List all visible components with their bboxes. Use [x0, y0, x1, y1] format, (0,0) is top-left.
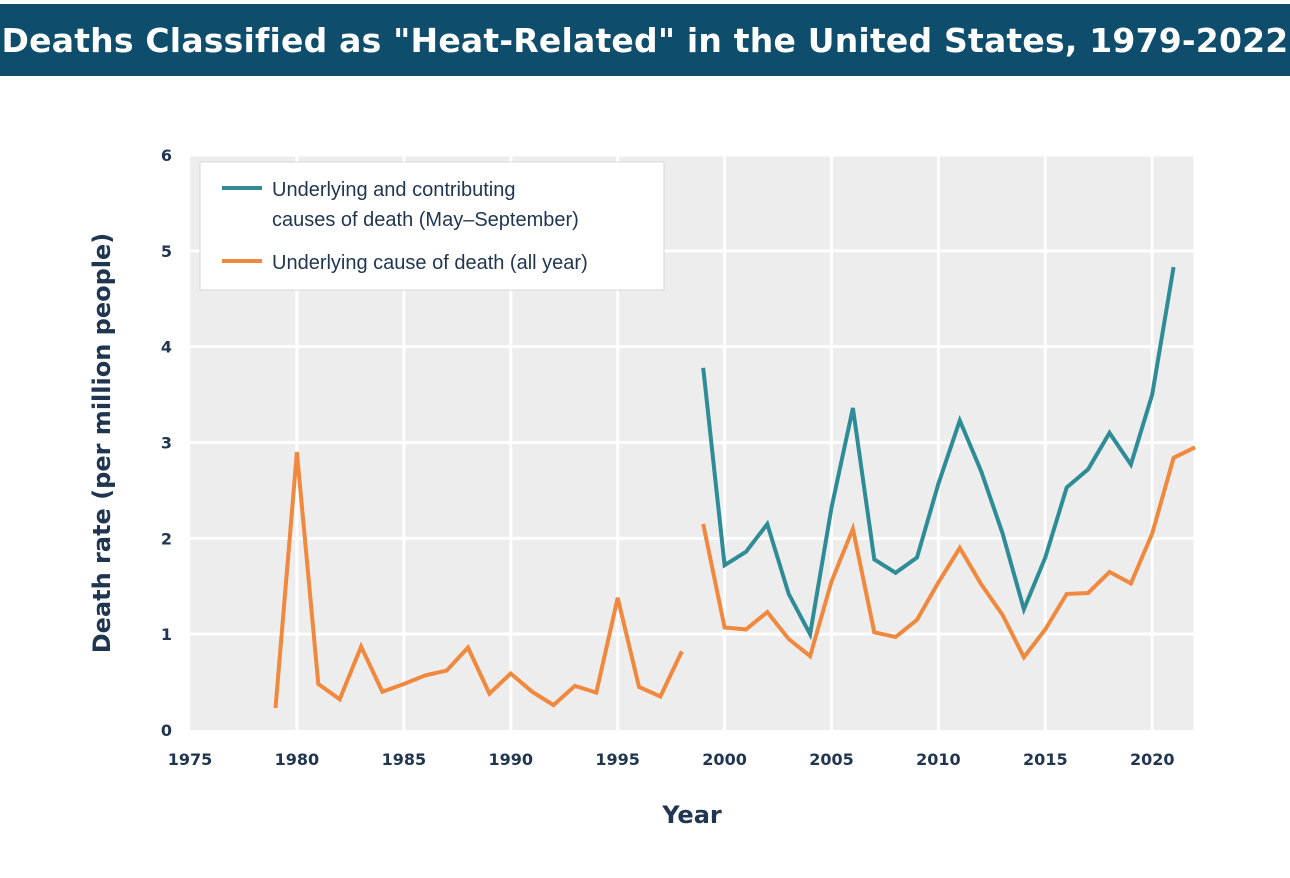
y-axis-title: Death rate (per million people): [88, 233, 116, 654]
series-line: [701, 445, 1196, 661]
x-tick-label: 1985: [382, 750, 427, 769]
legend-item: Underlying and contributing causes of dea…: [222, 179, 579, 231]
y-tick-label: 4: [161, 338, 172, 357]
legend-label: causes of death (May–September): [272, 209, 579, 231]
x-tick-label: 1980: [275, 750, 320, 769]
legend: Underlying and contributing causes of dea…: [199, 161, 665, 291]
x-tick-label: 1990: [488, 750, 533, 769]
x-tick-label: 2005: [809, 750, 854, 769]
y-tick-label: 2: [161, 529, 172, 548]
x-tick-label: 2000: [702, 750, 747, 769]
x-tick-label: 1975: [168, 750, 213, 769]
series-line: [273, 451, 684, 709]
legend-label: Underlying and contributing: [272, 179, 516, 201]
legend-item: Underlying cause of death (all year): [222, 252, 588, 274]
y-tick-label: 3: [161, 434, 172, 453]
x-tick-label: 2010: [916, 750, 961, 769]
x-tick-label: 1995: [595, 750, 640, 769]
title-bar: Deaths Classified as "Heat-Related" in t…: [0, 4, 1290, 76]
legend-box: [199, 161, 665, 291]
series-line: [701, 266, 1176, 641]
x-axis-title: Year: [661, 801, 722, 829]
legend-label: Underlying cause of death (all year): [272, 252, 588, 274]
y-tick-label: 0: [161, 721, 172, 740]
x-tick-label: 2015: [1023, 750, 1068, 769]
series-underlying: [273, 445, 1196, 709]
y-tick-label: 1: [161, 625, 172, 644]
y-tick-label: 6: [161, 146, 172, 165]
series-contributing: [701, 266, 1176, 641]
y-tick-label: 5: [161, 242, 172, 261]
chart-title: Deaths Classified as "Heat-Related" in t…: [1, 20, 1289, 60]
x-tick-label: 2020: [1130, 750, 1175, 769]
